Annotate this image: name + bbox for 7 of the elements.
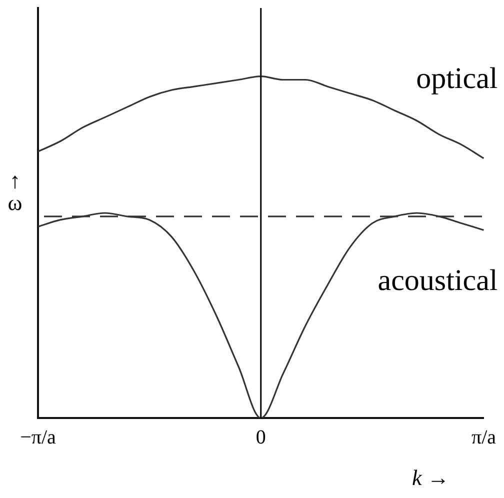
- x-tick-label: 0: [256, 426, 266, 448]
- series-label: acoustical: [378, 264, 498, 297]
- series-label: optical: [416, 62, 498, 96]
- y-axis-title: ↑ ω: [6, 168, 24, 215]
- x-tick-label: −π/a: [20, 426, 56, 448]
- x-tick-label: π/a: [471, 426, 496, 448]
- x-axis-title: k →: [412, 465, 450, 491]
